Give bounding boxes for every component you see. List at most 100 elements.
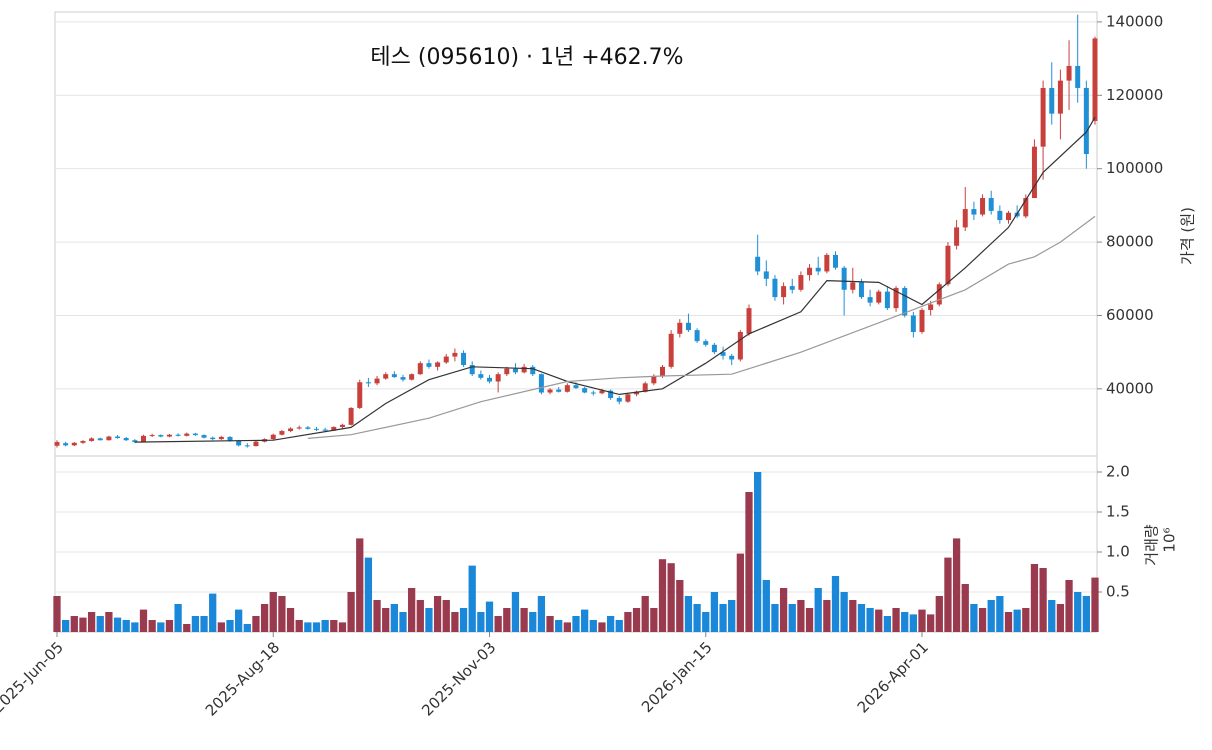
- volume-bar: [831, 576, 840, 632]
- y-tick-label: 40000: [1106, 379, 1154, 397]
- volume-bar: [658, 559, 667, 632]
- y-tick-label: 120000: [1106, 86, 1163, 104]
- volume-bar: [606, 616, 615, 632]
- volume-bar: [944, 557, 952, 632]
- candle-body: [288, 428, 294, 432]
- volume-bar: [416, 600, 424, 632]
- candle-body: [841, 267, 847, 290]
- volume-bar: [451, 612, 459, 632]
- candle-body: [530, 366, 536, 375]
- volume-bar: [935, 596, 943, 632]
- volume-bar: [442, 600, 450, 632]
- candle-body: [556, 389, 562, 392]
- candle-body: [807, 267, 813, 276]
- candle-body: [305, 427, 311, 429]
- candle-body: [867, 297, 873, 303]
- volume-bar: [676, 580, 684, 632]
- volume-bar: [312, 622, 321, 632]
- candle-body: [391, 374, 397, 378]
- candle-body: [642, 383, 648, 392]
- volume-bar: [148, 620, 156, 632]
- candle-body: [218, 436, 224, 440]
- volume-bar: [978, 608, 987, 632]
- volume-bar: [589, 620, 597, 632]
- volume-bar: [520, 608, 528, 632]
- candle-body: [296, 427, 302, 429]
- candle-body: [270, 434, 276, 440]
- y-tick-label: 80000: [1106, 233, 1154, 251]
- volume-bar: [399, 612, 407, 632]
- volume-bar: [840, 592, 848, 632]
- volume-bar: [641, 596, 649, 632]
- candle-body: [80, 440, 86, 443]
- candle-body: [166, 434, 172, 437]
- volume-bar: [572, 616, 580, 632]
- volume-bar: [883, 616, 892, 632]
- volume-bar: [53, 596, 61, 632]
- volume-bar: [987, 600, 995, 632]
- volume-bar: [511, 592, 520, 632]
- volume-bar: [174, 604, 182, 632]
- candle-body: [348, 407, 354, 425]
- candle-body: [244, 445, 250, 447]
- volume-bar: [477, 612, 485, 632]
- candle-body: [452, 352, 458, 357]
- volume-bar: [1065, 580, 1073, 632]
- volume-bar: [667, 563, 675, 632]
- volume-bar: [382, 608, 390, 632]
- volume-bar: [87, 612, 96, 632]
- candle-body: [590, 392, 596, 394]
- price-frame: [54, 11, 1098, 457]
- volume-bar: [122, 620, 130, 632]
- volume-bar: [1082, 596, 1090, 632]
- candle-body: [71, 442, 77, 446]
- volume-bar: [710, 592, 719, 632]
- volume-bar: [70, 616, 78, 632]
- volume-bar: [996, 596, 1004, 632]
- volume-bar: [157, 622, 165, 632]
- volume-bar: [278, 596, 286, 632]
- candle-body: [694, 330, 700, 342]
- y-tick-label: 1.0: [1106, 543, 1130, 561]
- candle-body: [781, 286, 787, 298]
- candle-body: [512, 368, 518, 373]
- volume-bar: [779, 588, 788, 632]
- volume-bar: [1004, 612, 1013, 632]
- candle-body: [616, 398, 622, 402]
- volume-bar: [269, 592, 277, 632]
- volume-bar: [79, 617, 87, 632]
- candle-body: [435, 362, 441, 367]
- y-tick-label: 1.5: [1106, 503, 1130, 521]
- volume-bar: [719, 604, 727, 632]
- volume-bar: [598, 622, 606, 632]
- volume-bar: [529, 612, 537, 632]
- candle-body: [1049, 87, 1055, 114]
- candle-body: [504, 368, 510, 375]
- candle-body: [192, 433, 198, 436]
- x-tick-label: 2025-Aug-18: [202, 638, 283, 719]
- candle-body: [954, 227, 960, 246]
- candle-body: [1057, 80, 1063, 114]
- candle-body: [1066, 65, 1072, 81]
- candle-body: [919, 309, 925, 332]
- candle-body: [1023, 198, 1029, 217]
- volume-bar: [537, 596, 546, 632]
- candle-body: [668, 333, 674, 367]
- volume-bar: [1074, 592, 1082, 632]
- volume-bar: [338, 622, 347, 632]
- volume-bar: [235, 609, 243, 632]
- candle-body: [936, 284, 942, 305]
- volume-bar: [364, 557, 373, 632]
- candle-body: [815, 267, 821, 272]
- candle-body: [1040, 87, 1046, 147]
- volume-bar: [1056, 604, 1065, 632]
- candle-body: [106, 436, 112, 441]
- y-tick-label: 60000: [1106, 306, 1154, 324]
- volume-bar: [970, 604, 978, 632]
- volume-bar: [684, 596, 693, 632]
- y-tick-label: 140000: [1106, 12, 1163, 30]
- candle-body: [988, 198, 994, 211]
- candle-body: [175, 434, 181, 436]
- candle-body: [322, 429, 328, 431]
